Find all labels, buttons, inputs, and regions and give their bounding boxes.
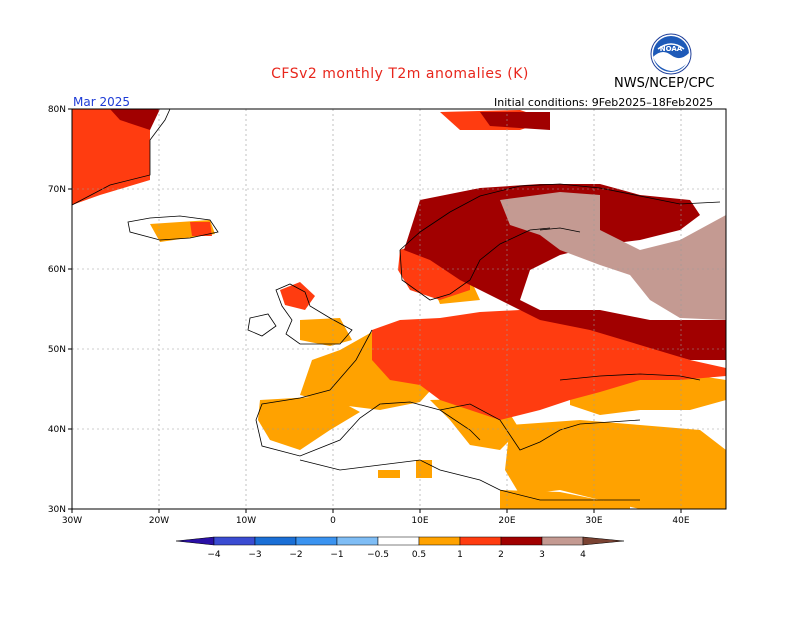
lon-label: 20W (149, 516, 169, 526)
initial-conditions: Initial conditions: 9Feb2025–18Feb2025 (494, 96, 714, 109)
lat-label: 70N (48, 185, 66, 195)
coastlines (71, 108, 721, 501)
lat-label: 60N (48, 265, 66, 275)
lon-label: 30W (62, 516, 82, 526)
anomaly-2-to-3 (110, 109, 726, 360)
colorbar-label: 1 (457, 550, 463, 560)
lat-label: 50N (48, 345, 66, 355)
lon-label: 20E (498, 516, 515, 526)
longitude-labels: 30W 20W 10W 0 10E 20E 30E 40E (62, 516, 690, 526)
lon-label: 30E (585, 516, 602, 526)
colorbar-cell (295, 536, 338, 546)
anomaly-3-to-4 (500, 192, 726, 320)
lat-label: 30N (48, 505, 66, 515)
organization-label: NWS/NCEP/CPC (614, 76, 715, 91)
lat-label: 80N (48, 105, 66, 115)
colorbar-cell (418, 536, 461, 546)
colorbar-label: −2 (289, 550, 302, 560)
colorbar-label: −0.5 (367, 550, 389, 560)
colorbar-label: −3 (248, 550, 261, 560)
colorbar-cell (500, 536, 543, 546)
colorbar-label: 4 (580, 550, 586, 560)
colorbar-label: 2 (498, 550, 504, 560)
lat-label: 40N (48, 425, 66, 435)
colorbar-cell (254, 536, 297, 546)
colorbar-label: 0.5 (412, 550, 426, 560)
chart-title: CFSv2 monthly T2m anomalies (K) (271, 66, 529, 82)
colorbar-label: −1 (330, 550, 343, 560)
forecast-period: Mar 2025 (73, 95, 130, 109)
colorbar-label: 3 (539, 550, 545, 560)
colorbar-cell (377, 536, 420, 546)
lon-label: 10E (411, 516, 428, 526)
lon-label: 40E (672, 516, 689, 526)
colorbar-cell (541, 536, 584, 546)
graticule (72, 109, 726, 509)
colorbar: −4 −3 −2 −1 −0.5 0.5 1 2 3 4 (175, 536, 625, 560)
colorbar-cell (459, 536, 502, 546)
colorbar-min-arrow (175, 536, 215, 546)
colorbar-label: −4 (207, 550, 221, 560)
colorbar-cell (336, 536, 379, 546)
noaa-logo-icon: NOAA (650, 33, 692, 75)
map-frame (71, 108, 727, 510)
colorbar-cell (213, 536, 256, 546)
lon-label: 0 (330, 516, 336, 526)
axis-ticks (68, 108, 682, 513)
latitude-labels: 80N 70N 60N 50N 40N 30N (48, 105, 66, 515)
lon-label: 10W (236, 516, 256, 526)
anomaly-shading (72, 109, 726, 509)
colorbar-max-arrow (582, 536, 625, 546)
logo-text: NOAA (660, 45, 683, 53)
